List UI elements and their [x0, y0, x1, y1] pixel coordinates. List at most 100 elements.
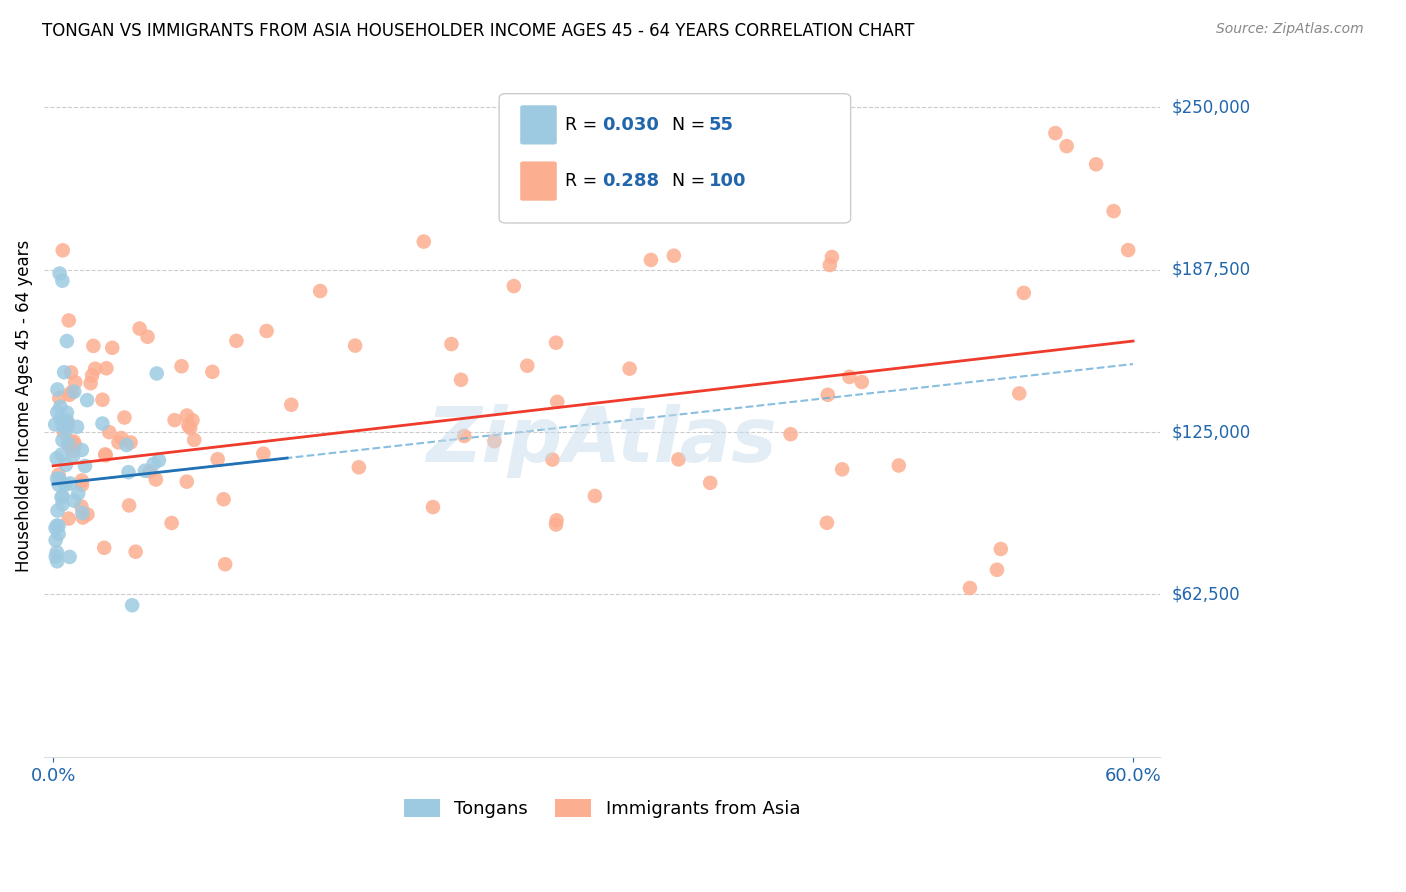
Point — [63, 384, 86, 399]
Point — [45, 451, 67, 466]
Point — [1012, 285, 1035, 300]
Point — [280, 398, 302, 412]
Point — [46, 405, 69, 419]
Point — [145, 367, 167, 381]
Point — [544, 517, 567, 532]
Point — [49, 411, 72, 425]
Point — [115, 438, 138, 452]
Point — [53, 420, 76, 434]
Text: 55: 55 — [709, 116, 734, 134]
Point — [58, 313, 80, 327]
Point — [94, 448, 117, 462]
Point — [53, 365, 76, 379]
Point — [107, 435, 129, 450]
Point — [959, 581, 981, 595]
Text: N =: N = — [672, 172, 711, 190]
Point — [163, 413, 186, 427]
Point — [124, 545, 146, 559]
Point — [640, 252, 662, 267]
Point — [82, 368, 104, 383]
Point — [84, 361, 107, 376]
Point — [56, 422, 79, 436]
Point — [502, 279, 524, 293]
Point — [139, 464, 162, 478]
Point — [58, 438, 80, 452]
Text: $125,000: $125,000 — [1171, 423, 1250, 441]
Point — [114, 410, 136, 425]
Point — [851, 375, 873, 389]
Point — [91, 392, 114, 407]
Point — [45, 549, 67, 564]
Point — [93, 541, 115, 555]
Point — [59, 434, 82, 449]
Point — [51, 490, 73, 504]
Point — [668, 452, 690, 467]
Point — [56, 413, 79, 427]
Point — [541, 452, 564, 467]
Point — [60, 366, 83, 380]
Point — [76, 508, 98, 522]
Point — [412, 235, 434, 249]
Point — [59, 476, 82, 491]
Point — [662, 249, 685, 263]
Point — [70, 442, 93, 457]
Text: $250,000: $250,000 — [1171, 98, 1250, 116]
Text: $187,500: $187,500 — [1171, 260, 1250, 278]
Point — [101, 341, 124, 355]
Point — [1102, 204, 1125, 219]
Point — [96, 361, 118, 376]
Point — [986, 563, 1008, 577]
Point — [214, 558, 236, 572]
Point — [70, 474, 93, 488]
Point — [440, 337, 463, 351]
Point — [53, 425, 76, 440]
Point — [450, 373, 472, 387]
Point — [48, 527, 70, 541]
Point — [72, 506, 94, 520]
Point — [583, 489, 606, 503]
Point — [62, 449, 84, 463]
Point — [142, 457, 165, 471]
Text: 0.288: 0.288 — [602, 172, 659, 190]
Point — [546, 335, 568, 350]
Point — [160, 516, 183, 530]
Point — [76, 393, 98, 408]
Point — [176, 409, 198, 423]
Point — [44, 521, 66, 535]
Point — [58, 388, 80, 402]
Point — [70, 478, 93, 492]
Point — [65, 376, 87, 390]
Point — [347, 460, 370, 475]
Point — [51, 448, 73, 462]
Point — [145, 473, 167, 487]
Point — [48, 477, 70, 491]
Point — [58, 511, 80, 525]
Point — [128, 321, 150, 335]
Point — [62, 443, 84, 458]
Point — [181, 413, 204, 427]
Point — [815, 516, 838, 530]
Point — [51, 497, 73, 511]
Point — [66, 419, 89, 434]
Point — [55, 477, 77, 491]
Point — [484, 434, 506, 449]
Point — [49, 400, 72, 414]
Point — [45, 533, 67, 548]
Point — [48, 467, 70, 482]
Text: Source: ZipAtlas.com: Source: ZipAtlas.com — [1216, 22, 1364, 37]
Point — [838, 370, 860, 384]
Text: N =: N = — [672, 116, 711, 134]
Point — [177, 418, 200, 433]
Point — [56, 406, 79, 420]
Point — [52, 416, 75, 430]
Text: R =: R = — [565, 172, 603, 190]
Point — [1056, 139, 1078, 153]
Point — [52, 418, 75, 433]
Point — [67, 486, 90, 500]
Point — [70, 500, 93, 514]
Text: 100: 100 — [709, 172, 747, 190]
Point — [46, 554, 69, 568]
Legend: Tongans, Immigrants from Asia: Tongans, Immigrants from Asia — [396, 791, 807, 825]
Point — [82, 339, 104, 353]
Point — [48, 391, 70, 405]
